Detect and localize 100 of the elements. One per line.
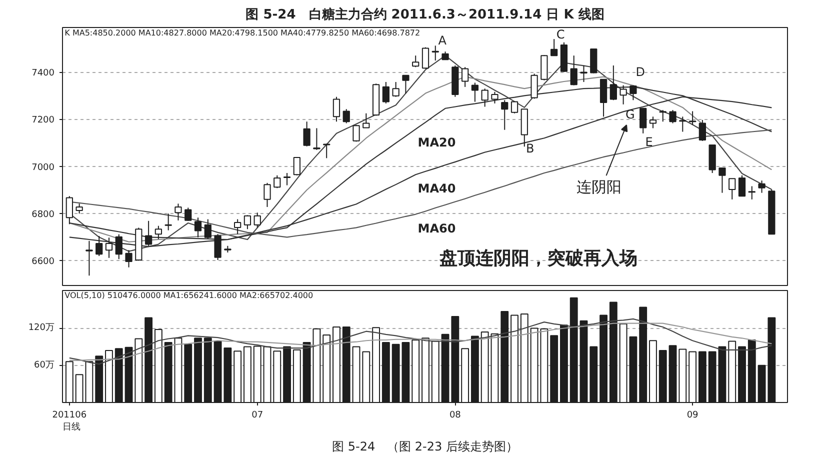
annotation: A [438,33,448,48]
candlestick [174,203,182,221]
candlestick [125,250,132,268]
candlestick [66,196,73,225]
candlestick [679,116,686,132]
candlestick [204,218,212,240]
candlestick [154,225,162,240]
x-tick-label: 09 [686,410,699,420]
bar [382,342,390,402]
candlestick [600,78,608,118]
bar [500,311,509,402]
annotation: E [645,135,653,150]
candlestick [510,100,518,114]
bar [322,334,331,402]
bar [580,320,588,402]
annotation: G [626,108,635,122]
candlestick [550,38,558,56]
candlestick [630,84,637,101]
annotation: 连阴阳 [576,178,622,196]
candlestick [76,203,83,214]
bar [392,344,400,402]
bar [95,356,104,402]
bar [412,340,420,402]
bar [560,324,568,402]
bar [362,351,370,402]
bar [510,314,518,402]
bar [649,340,657,402]
candlestick [422,46,430,70]
annotation: 盘顶连阴阳，突破再入场 [438,248,638,270]
candlestick [640,107,647,134]
bar [292,349,301,402]
bar [718,346,726,402]
candlestick [748,186,756,200]
bar [748,340,756,402]
bar [520,314,528,402]
y-tick-label: 7400 [32,68,55,79]
candlestick [362,112,370,128]
bar [698,351,706,402]
candlestick [323,143,330,159]
bar [758,364,766,402]
bar [668,345,677,402]
candlestick [570,55,578,86]
annotation: B [526,142,534,156]
candlestick [194,217,202,238]
candlestick [530,73,538,100]
bar [105,350,113,402]
candlestick [718,168,726,194]
candlestick [313,128,320,150]
bar [194,338,202,402]
text: 日线 [62,422,80,432]
y-tick-label: 6800 [32,210,55,220]
candlestick [412,55,420,68]
candlestick [540,54,548,81]
candlestick [461,66,469,88]
bar [738,346,746,402]
bar [342,326,350,402]
candlestick [283,172,291,186]
bar [461,348,470,402]
candlestick [649,116,657,129]
y-tick-label: 120万 [28,323,55,334]
bar [234,350,242,402]
bar [609,302,618,402]
candlestick [758,180,766,194]
series-label: MA20 [418,135,456,150]
bar [728,340,736,402]
bar [600,314,608,402]
x-tick-label: 07 [252,410,264,420]
candlestick [342,108,350,124]
candlestick [234,218,242,235]
bar [184,344,192,402]
candlestick [688,110,696,126]
candlestick [293,156,300,176]
bar [174,338,182,402]
candlestick [738,174,746,197]
candlestick [580,64,588,82]
candlestick [382,81,390,104]
x-tick-label: 08 [449,410,462,420]
candlestick [86,240,93,276]
bar [402,342,410,402]
candlestick [481,88,488,108]
candlestick [491,91,498,104]
candlestick [244,214,252,230]
bar [243,346,252,402]
bar [263,346,272,402]
bar [332,326,340,402]
candlestick [728,178,736,200]
candlestick [144,220,152,246]
y-tick-label: 7000 [32,162,55,173]
candlestick [698,119,706,142]
candlestick [392,81,400,98]
bar [431,340,440,402]
bar [490,333,499,402]
bar [124,346,133,402]
caption: 图 5-24 （图 2-23 后续走势图） [332,440,518,454]
bar [678,348,687,402]
y-tick-label: 60万 [34,360,54,370]
bar [273,350,282,402]
y-tick-label: 6600 [32,257,55,268]
candlestick [501,100,508,130]
bar [224,348,232,402]
